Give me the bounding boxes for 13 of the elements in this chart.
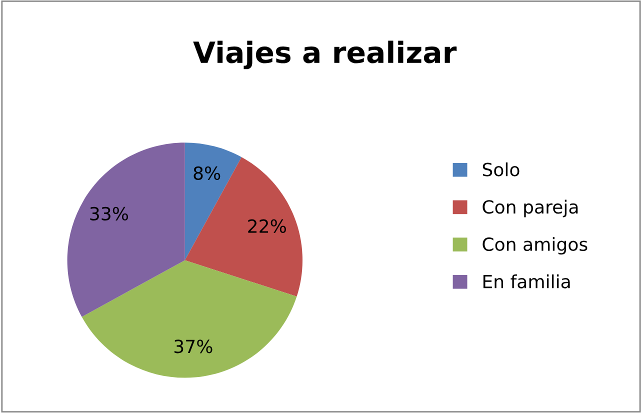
pie-slice	[82, 260, 297, 378]
data-label: 33%	[90, 206, 128, 221]
pie-slice	[67, 142, 185, 317]
pie-slice	[184, 157, 302, 297]
legend-label: En familia	[483, 274, 570, 288]
data-label: 8%	[194, 166, 220, 180]
legend-label: Con amigos	[482, 237, 588, 255]
legend-label: Con pareja	[482, 200, 578, 218]
data-label: 22%	[248, 219, 286, 233]
data-label: 37%	[174, 340, 212, 354]
legend-label: Solo	[482, 162, 520, 176]
chart-title: Viajes a realizar	[193, 40, 457, 70]
pie-slice	[184, 142, 242, 260]
